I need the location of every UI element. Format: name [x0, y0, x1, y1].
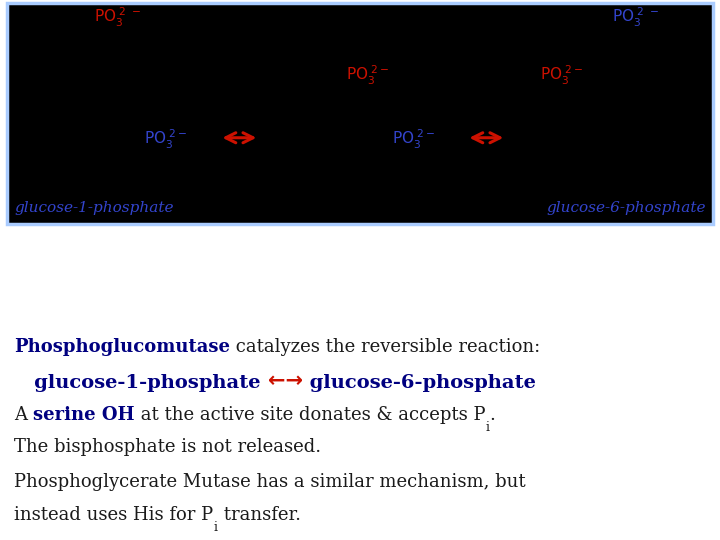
Text: A: A	[14, 406, 33, 424]
Text: i: i	[214, 521, 217, 534]
Text: PO$_3^{\ 2-}$: PO$_3^{\ 2-}$	[540, 64, 583, 87]
Text: The bisphosphate is not released.: The bisphosphate is not released.	[14, 438, 322, 456]
Bar	[7, 3, 713, 224]
Text: PO$_3^{\ 2\ -}$: PO$_3^{\ 2\ -}$	[94, 6, 140, 29]
Text: instead uses His for P: instead uses His for P	[14, 506, 214, 524]
Text: glucose-1-phosphate: glucose-1-phosphate	[14, 374, 268, 391]
Text: PO$_3^{\ 2-}$: PO$_3^{\ 2-}$	[346, 64, 389, 87]
Text: Phosphoglycerate Mutase has a similar mechanism, but: Phosphoglycerate Mutase has a similar me…	[14, 474, 526, 491]
Text: i: i	[485, 421, 489, 434]
Text: Phosphoglucomutase: Phosphoglucomutase	[14, 339, 230, 356]
Text: glucose-6-phosphate: glucose-6-phosphate	[546, 201, 706, 215]
Text: catalyzes the reversible reaction:: catalyzes the reversible reaction:	[230, 339, 541, 356]
Text: .: .	[489, 406, 495, 424]
Text: glucose-1-phosphate: glucose-1-phosphate	[14, 201, 174, 215]
Text: transfer.: transfer.	[217, 506, 300, 524]
Text: PO$_3^{\ 2-}$: PO$_3^{\ 2-}$	[392, 128, 436, 151]
Text: serine OH: serine OH	[33, 406, 135, 424]
Text: glucose-6-phosphate: glucose-6-phosphate	[302, 374, 536, 391]
Text: ←→: ←→	[268, 372, 302, 392]
Text: PO$_3^{\ 2\ -}$: PO$_3^{\ 2\ -}$	[612, 6, 659, 29]
Text: at the active site donates & accepts P: at the active site donates & accepts P	[135, 406, 485, 424]
Text: PO$_3^{\ 2-}$: PO$_3^{\ 2-}$	[144, 128, 187, 151]
